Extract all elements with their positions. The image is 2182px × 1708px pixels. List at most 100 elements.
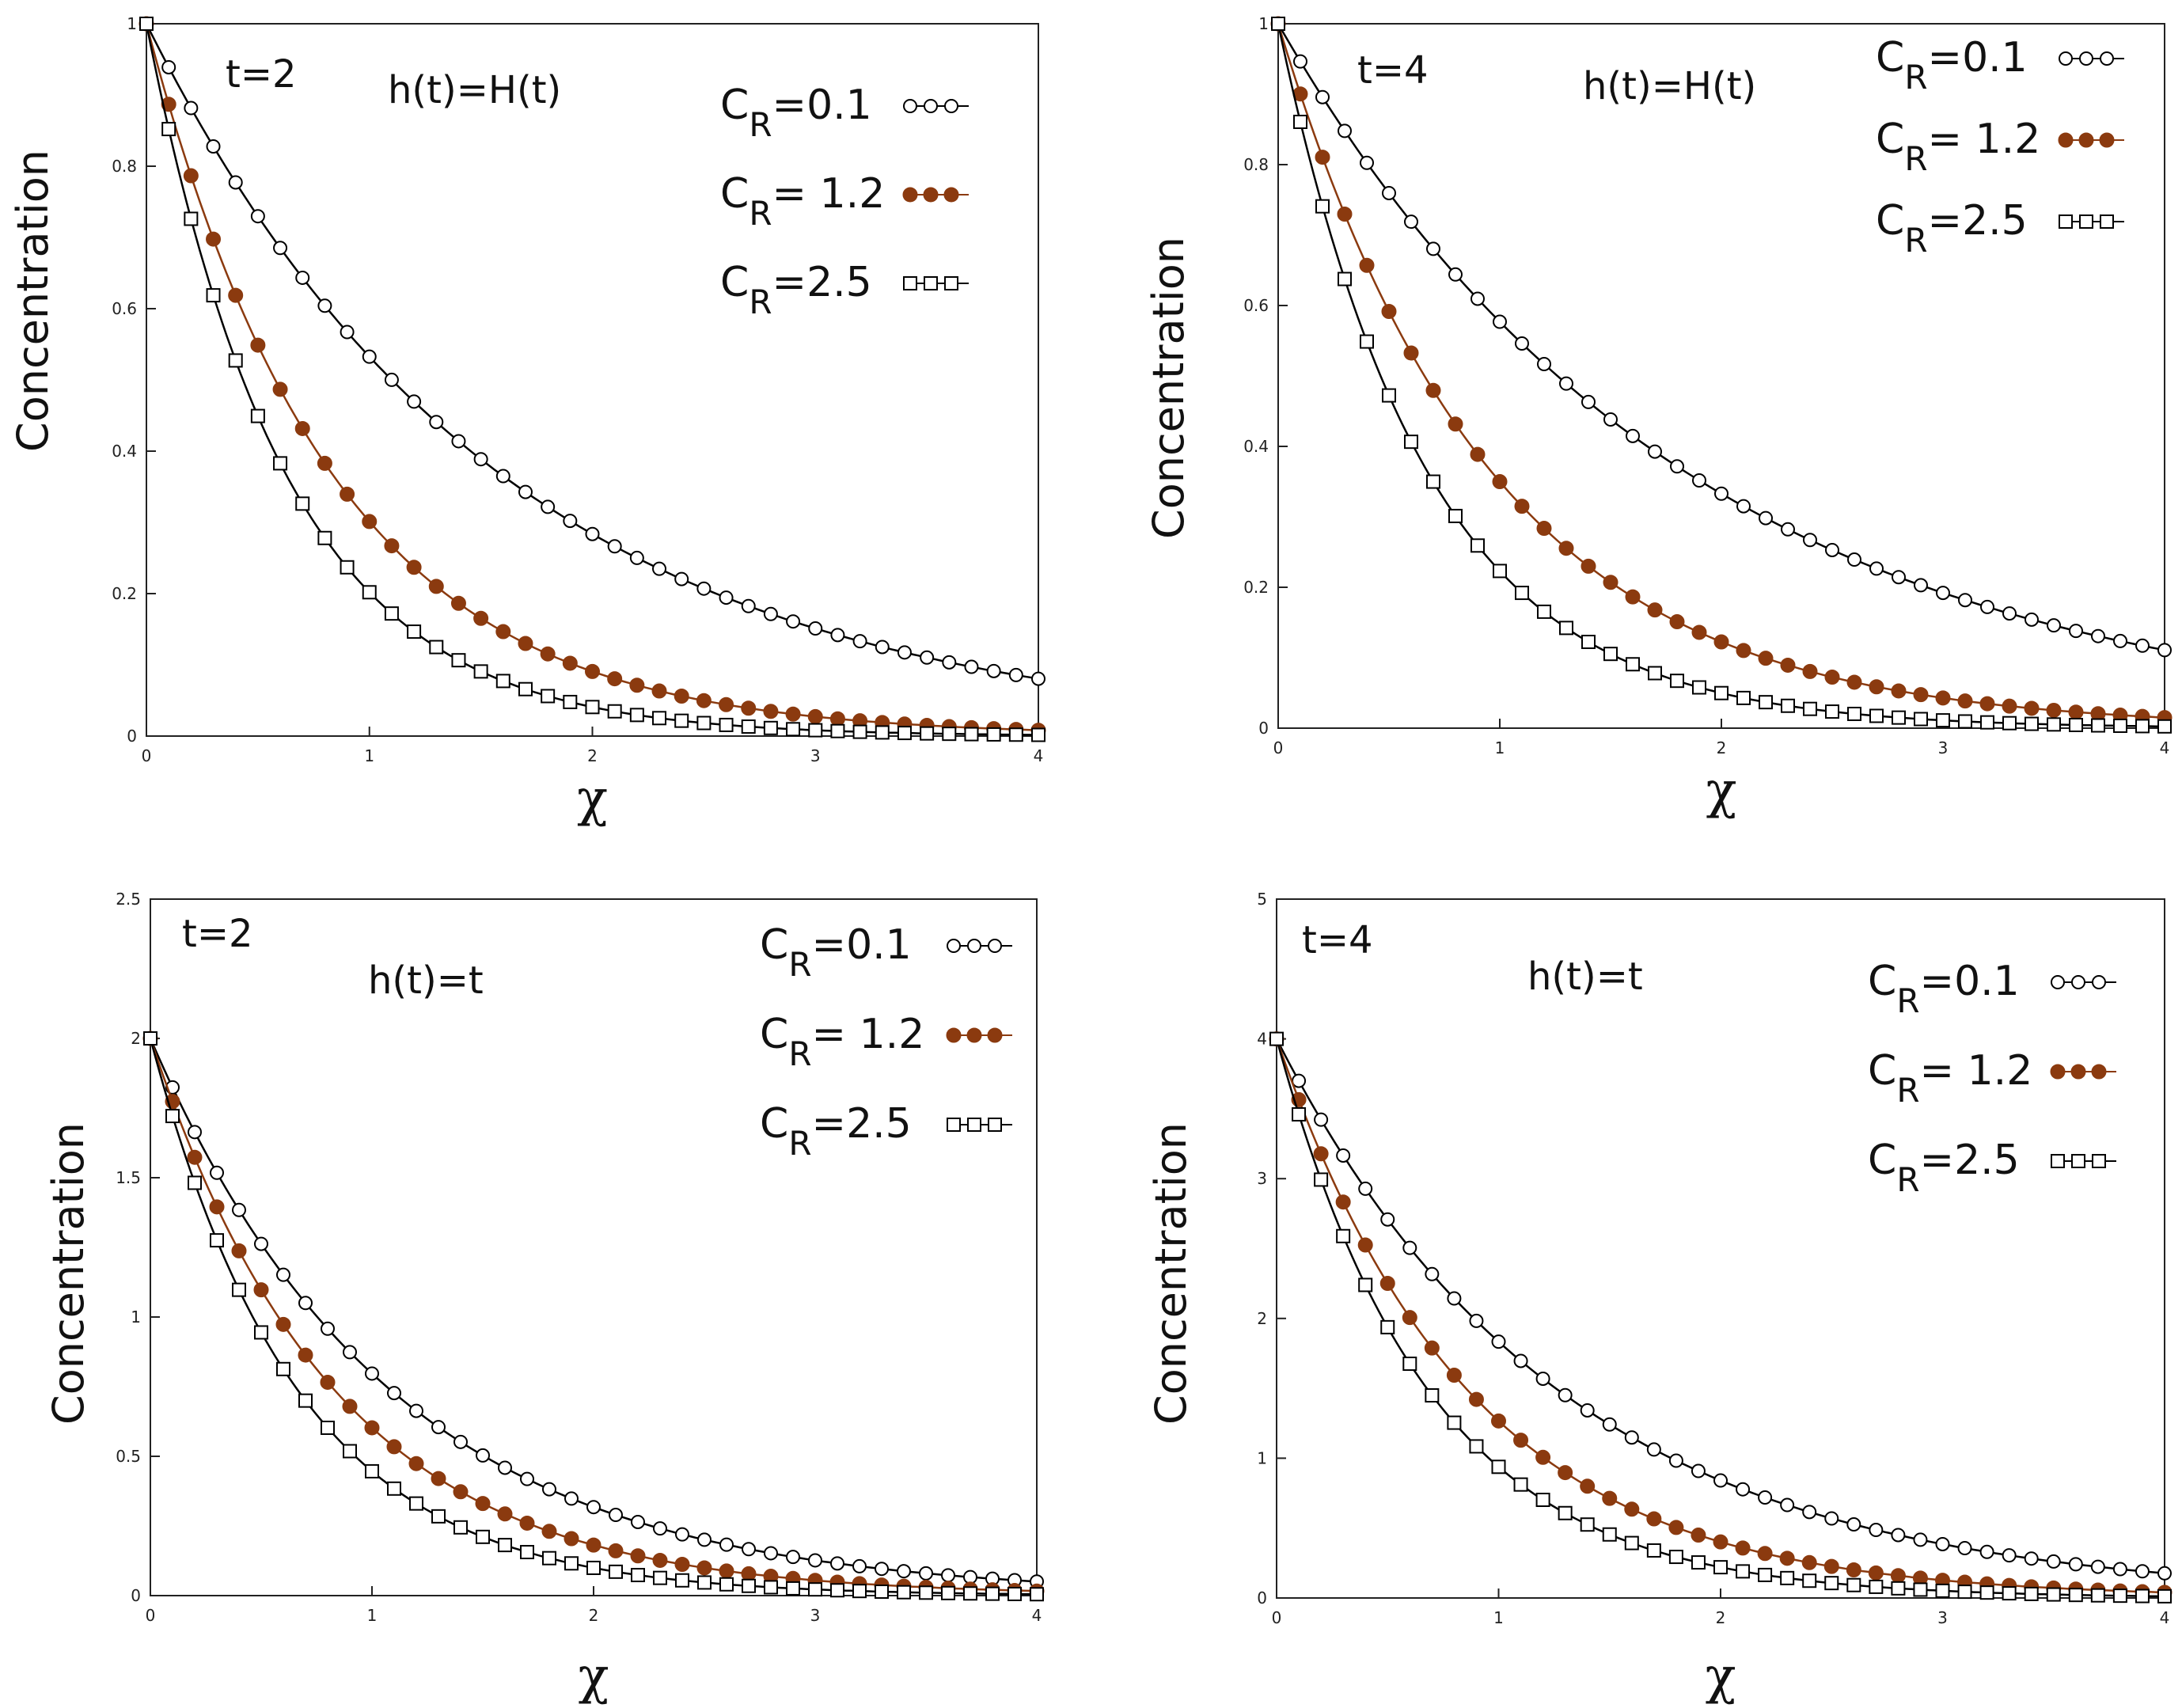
data-point <box>1581 394 1596 409</box>
data-point <box>1380 1319 1395 1334</box>
legend-label: CR= 1.2 <box>1876 116 2040 178</box>
series-1 <box>1269 1031 2173 1600</box>
legend-marker <box>2050 1064 2116 1080</box>
data-point <box>741 700 757 716</box>
data-point <box>206 231 222 247</box>
data-point <box>2046 702 2062 718</box>
data-point <box>563 694 578 709</box>
y-tick-label: 1.5 <box>116 1168 141 1187</box>
data-point <box>1381 304 1397 320</box>
data-point <box>1869 1523 1884 1538</box>
legend-marker <box>947 939 1012 953</box>
data-point <box>986 727 1001 742</box>
data-point <box>764 1580 778 1595</box>
data-point <box>674 571 689 586</box>
legend-marker-glyph <box>947 939 961 953</box>
x-axis-title: χ <box>1706 761 1737 820</box>
data-point <box>1869 679 1884 695</box>
data-point <box>1581 558 1596 574</box>
data-point <box>1314 1172 1329 1187</box>
data-point <box>495 674 510 689</box>
legend-marker-glyph <box>2100 214 2114 229</box>
legend-marker-glyph <box>2092 975 2106 989</box>
data-point <box>362 585 377 600</box>
y-tick-label: 0 <box>127 727 137 746</box>
data-point <box>1558 1387 1573 1402</box>
data-point <box>1359 257 1375 273</box>
data-point <box>1402 1310 1417 1326</box>
data-point <box>1668 1453 1683 1468</box>
data-point <box>1338 123 1352 139</box>
legend-marker-glyph <box>988 1118 1002 1132</box>
data-point <box>719 1577 734 1592</box>
data-point <box>1447 1291 1462 1306</box>
data-point <box>942 655 957 670</box>
data-point <box>1646 1511 1662 1527</box>
legend-marker-glyph <box>2099 132 2115 148</box>
data-point <box>407 624 422 640</box>
data-point <box>1315 150 1330 165</box>
data-point <box>719 590 734 605</box>
data-point <box>1780 657 1796 673</box>
data-point <box>1425 382 1441 398</box>
data-point <box>786 1581 800 1596</box>
data-point <box>1559 621 1573 636</box>
legend-marker-glyph <box>967 939 981 953</box>
data-point <box>495 624 511 640</box>
legend-marker-glyph <box>967 1118 981 1132</box>
data-point <box>1602 1417 1617 1432</box>
data-point <box>897 1585 911 1600</box>
data-point <box>1913 687 1929 703</box>
x-tick-label: 3 <box>810 1606 821 1625</box>
y-tick-label: 0 <box>1258 719 1269 738</box>
legend-label: CR= 1.2 <box>1868 1047 2032 1110</box>
data-point <box>1759 695 1773 710</box>
data-point <box>1008 727 1023 742</box>
data-point <box>696 715 712 731</box>
legend-marker <box>2051 975 2116 989</box>
data-point <box>161 97 176 112</box>
data-point <box>184 211 199 226</box>
data-point <box>210 1233 224 1248</box>
data-point <box>2024 1586 2039 1601</box>
data-point <box>1360 334 1374 349</box>
data-point <box>231 1243 247 1258</box>
y-tick-label: 0.6 <box>112 299 137 318</box>
data-point <box>1292 1106 1307 1122</box>
data-point <box>1669 614 1685 630</box>
data-point <box>2047 717 2061 732</box>
data-point <box>741 719 756 734</box>
data-point <box>1624 1535 1639 1550</box>
data-point <box>1470 538 1485 553</box>
data-point <box>652 561 667 576</box>
data-point <box>253 1282 269 1298</box>
data-point <box>674 688 689 704</box>
series-1 <box>1270 16 2173 726</box>
data-point <box>2157 1566 2172 1581</box>
data-point <box>1958 714 1972 729</box>
data-point <box>653 1570 667 1585</box>
data-point <box>1402 1357 1417 1372</box>
data-point <box>1382 185 1396 200</box>
legend-marker-glyph <box>924 276 938 290</box>
data-point <box>1559 376 1573 391</box>
data-point <box>2157 1588 2172 1604</box>
data-point <box>785 706 801 722</box>
legend-label: CR=0.1 <box>1868 958 2020 1020</box>
series-line <box>145 23 1039 680</box>
x-tick-label: 0 <box>1272 1608 1282 1627</box>
data-point <box>1758 651 1774 666</box>
data-point <box>1781 522 1795 537</box>
data-point <box>1869 1579 1884 1594</box>
data-point <box>294 420 310 436</box>
data-point <box>1736 690 1751 705</box>
data-point <box>1404 214 1418 230</box>
data-point <box>295 270 310 285</box>
data-point <box>453 1434 468 1449</box>
data-point <box>1493 314 1507 329</box>
series-line <box>145 23 1039 731</box>
data-point <box>696 1560 712 1576</box>
data-point <box>518 484 533 499</box>
data-point <box>2002 1548 2017 1563</box>
y-axis-title: Concentration <box>8 150 58 452</box>
